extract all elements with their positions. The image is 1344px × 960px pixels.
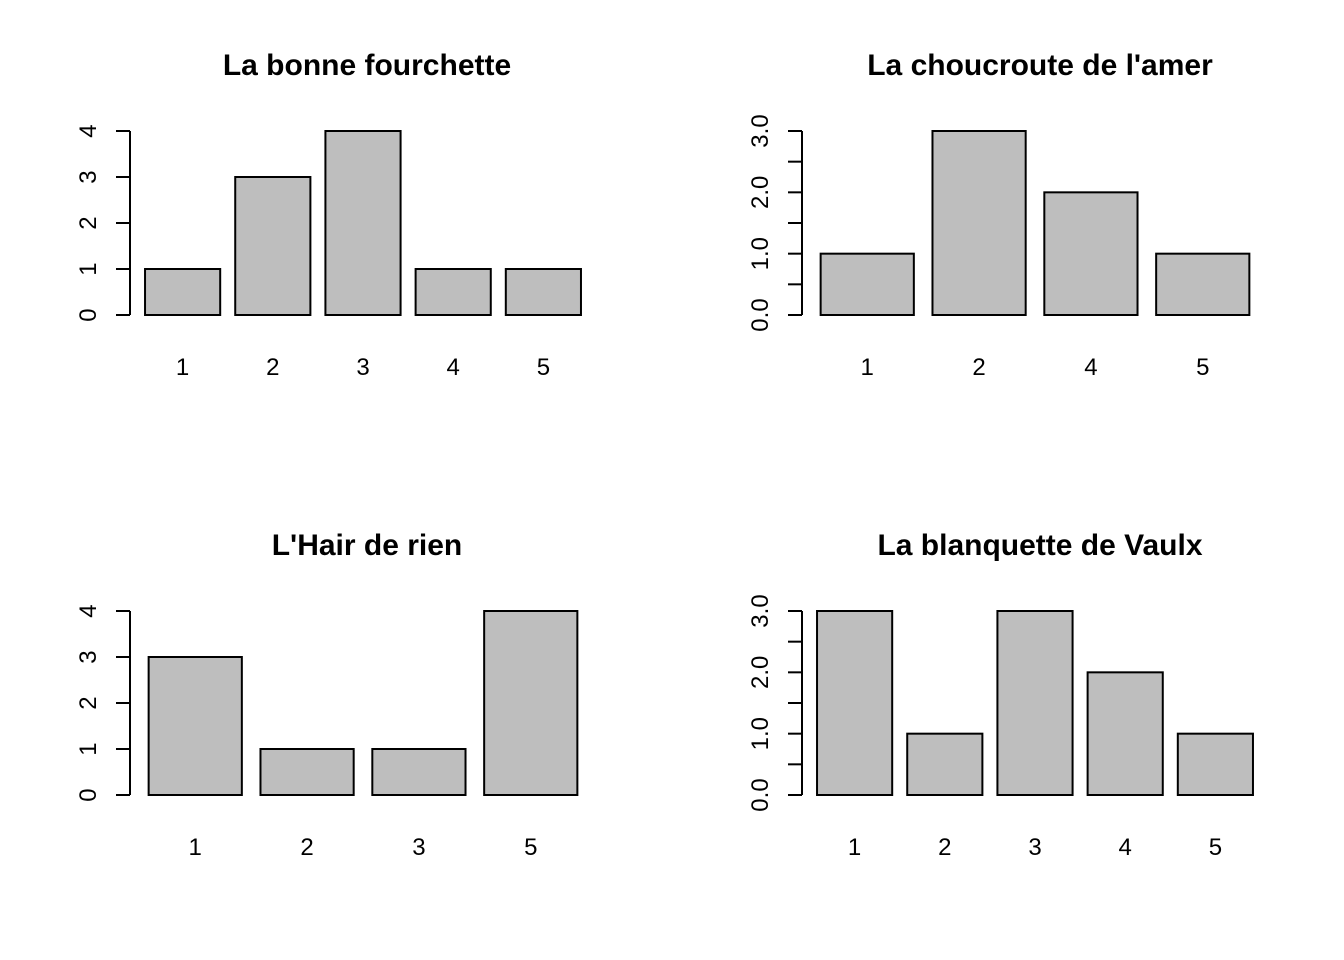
bar-5: [504, 268, 582, 316]
y-tick-label: 3: [75, 650, 102, 663]
x-tick-label: 2: [972, 354, 985, 381]
x-tick-label: 1: [848, 834, 861, 861]
bar-2: [234, 176, 312, 316]
y-tick-label: 2: [75, 696, 102, 709]
bar-2: [906, 732, 984, 797]
x-tick-label: 1: [176, 354, 189, 381]
x-tick-label: 4: [447, 354, 460, 381]
chart-panel-3: L'Hair de rien 1 2 3 5 0 1 2 3 4: [75, 529, 579, 861]
x-tick-label: 5: [537, 354, 550, 381]
chart-title: L'Hair de rien: [272, 529, 463, 562]
bar-3: [371, 748, 467, 796]
bar-1: [147, 656, 243, 796]
y-tick-label: 2.0: [747, 176, 774, 209]
y-tick-label: 3: [75, 170, 102, 183]
bar-5: [1176, 732, 1254, 797]
bar-4: [414, 268, 492, 316]
x-tick-label: 2: [938, 834, 951, 861]
y-tick-label: 2.0: [747, 656, 774, 689]
chart-panel-4: La blanquette de Vaulx 1 2 3 4 5 0.0 1.0 2.0 3.0: [747, 529, 1254, 861]
y-tick-label: 0.0: [747, 298, 774, 331]
y-tick-label: 3.0: [747, 594, 774, 627]
y-tick-label: 0: [75, 788, 102, 801]
bar-1: [819, 252, 915, 317]
x-tick-label: 3: [412, 834, 425, 861]
bar-2: [259, 748, 355, 796]
x-tick-label: 1: [189, 834, 202, 861]
x-tick-label: 4: [1084, 354, 1097, 381]
chart-panel-2: La choucroute de l'amer 1 2 4 5 0.0 1.0 2.0 3.0: [747, 49, 1251, 381]
x-tick-label: 5: [524, 834, 537, 861]
x-tick-label: 2: [266, 354, 279, 381]
y-tick-label: 3.0: [747, 114, 774, 147]
y-tick-label: 1: [75, 742, 102, 755]
y-tick-label: 0.0: [747, 778, 774, 811]
y-tick-label: 1.0: [747, 237, 774, 270]
chart-title: La blanquette de Vaulx: [877, 529, 1202, 562]
bar-1: [816, 610, 894, 796]
bar-4: [1043, 191, 1139, 316]
bar-2: [931, 130, 1027, 316]
bar-1: [144, 268, 222, 316]
bar-5: [1155, 252, 1251, 317]
chart-panel-1: La bonne fourchette 1 2 3 4 5 0 1 2 3 4: [75, 49, 582, 381]
x-tick-label: 4: [1119, 834, 1132, 861]
x-tick-label: 1: [861, 354, 874, 381]
chart-title: La choucroute de l'amer: [867, 49, 1213, 82]
chart-title: La bonne fourchette: [223, 49, 511, 82]
bar-4: [1086, 671, 1164, 796]
x-tick-label: 5: [1196, 354, 1209, 381]
bar-3: [996, 610, 1074, 796]
y-tick-label: 1: [75, 262, 102, 275]
y-tick-label: 4: [75, 124, 102, 137]
bar-5: [483, 610, 579, 796]
y-tick-label: 0: [75, 308, 102, 321]
x-tick-label: 3: [356, 354, 369, 381]
x-tick-label: 2: [300, 834, 313, 861]
x-tick-label: 5: [1209, 834, 1222, 861]
y-tick-label: 4: [75, 604, 102, 617]
x-tick-label: 3: [1028, 834, 1041, 861]
y-tick-label: 2: [75, 216, 102, 229]
y-tick-label: 1.0: [747, 717, 774, 750]
bar-3: [324, 130, 402, 316]
